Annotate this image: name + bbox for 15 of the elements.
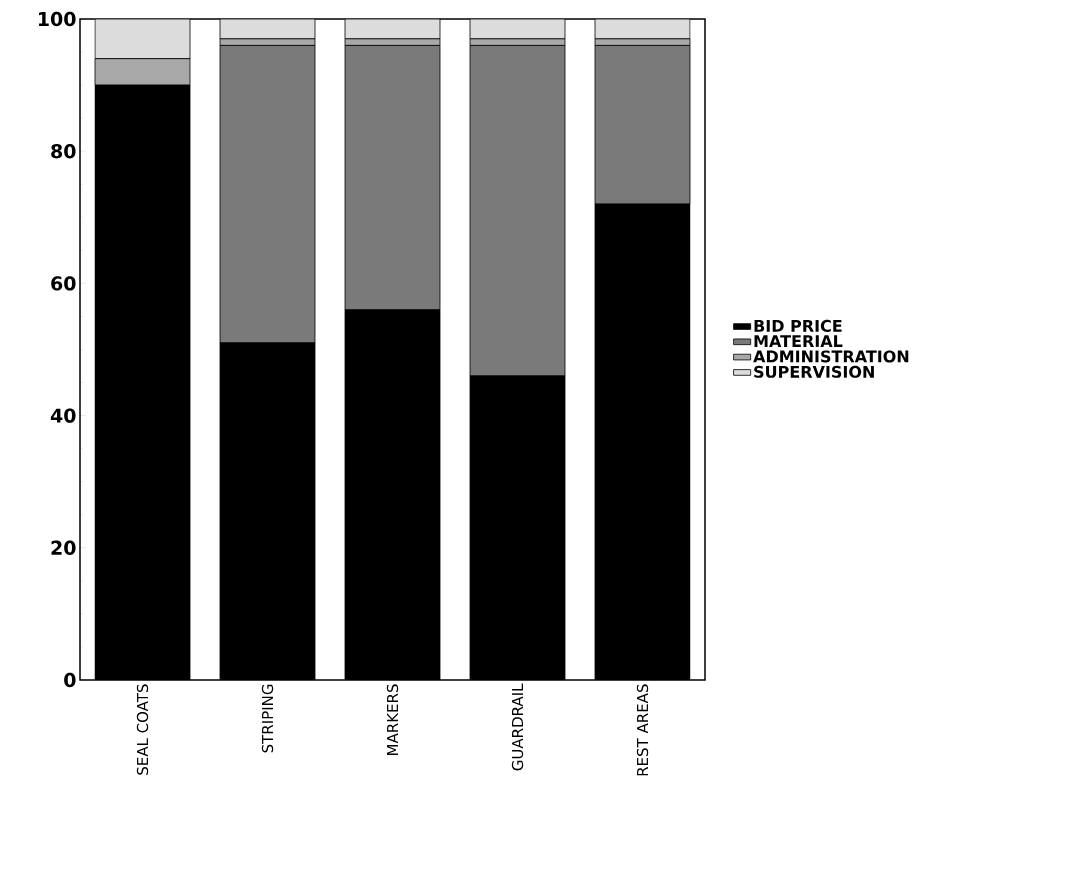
y-tick-label: 60 [51,276,76,291]
y-tick-label: 100 [38,11,76,27]
legend-label: SUPERVISION [754,365,874,378]
y-tick-label: 0 [64,672,76,688]
x-tick-label: MARKERS [386,684,399,755]
legend-label: ADMINISTRATION [753,350,909,363]
x-tick-label: SEAL COATS [136,684,149,775]
legend-label: BID PRICE [754,319,842,332]
legend-label: MATERIAL [754,335,843,347]
x-tick-label: GUARDRAIL [511,683,524,771]
y-tick-label: 80 [51,144,76,159]
y-tick-label: 20 [51,540,76,555]
y-tick-label: 40 [50,408,76,423]
x-tick-label: REST AREAS [636,684,649,776]
x-tick-label: STRIPING [261,684,274,753]
